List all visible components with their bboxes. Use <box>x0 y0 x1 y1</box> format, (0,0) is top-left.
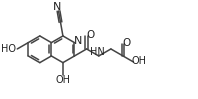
Text: O: O <box>123 38 131 48</box>
Text: N: N <box>53 1 62 11</box>
Text: HN: HN <box>90 47 105 57</box>
Text: N: N <box>74 36 82 46</box>
Text: OH: OH <box>55 75 70 85</box>
Text: HO: HO <box>1 44 16 54</box>
Text: OH: OH <box>132 56 147 66</box>
Text: O: O <box>87 30 95 40</box>
